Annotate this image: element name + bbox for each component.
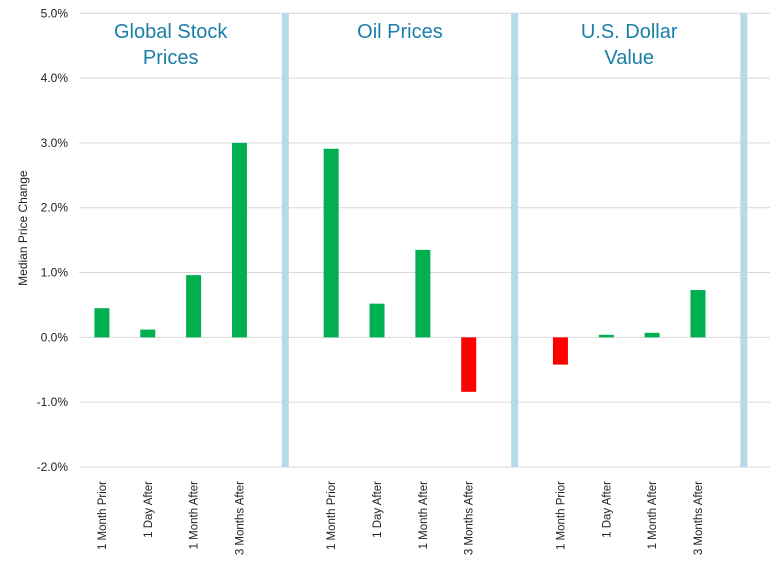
bar: [461, 337, 477, 392]
bar: [598, 334, 614, 338]
y-tick-label: 0.0%: [41, 330, 69, 344]
x-category-label: 1 Day After: [601, 481, 613, 538]
x-category-label: 1 Day After: [143, 481, 155, 538]
bar: [552, 337, 568, 365]
group-title: Prices: [143, 47, 199, 69]
bar: [94, 308, 110, 338]
bar: [644, 332, 660, 338]
x-category-label: 3 Months After: [464, 481, 476, 555]
group-title: Global Stock: [114, 21, 228, 43]
y-tick-label: 4.0%: [41, 71, 69, 85]
bar: [690, 290, 706, 338]
x-category-label: 1 Month Prior: [555, 481, 567, 550]
y-tick-label: -2.0%: [37, 460, 69, 474]
bar: [140, 329, 156, 338]
x-category-label: 1 Month Prior: [326, 481, 338, 550]
y-tick-label: 2.0%: [41, 201, 69, 215]
x-category-label: 3 Months After: [234, 481, 246, 555]
group-separator: [740, 13, 748, 468]
bar: [323, 148, 339, 338]
bar: [186, 275, 202, 338]
x-category-label: 1 Month Prior: [97, 481, 109, 550]
y-tick-label: 5.0%: [41, 6, 69, 20]
y-tick-label: -1.0%: [37, 395, 69, 409]
group-separator: [511, 13, 519, 468]
x-category-label: 1 Month After: [647, 481, 659, 550]
bar: [231, 142, 247, 338]
y-axis-label: Median Price Change: [16, 170, 30, 286]
y-tick-label: 3.0%: [41, 136, 69, 150]
group-title: Oil Prices: [357, 21, 443, 43]
y-tick-label: 1.0%: [41, 266, 69, 280]
x-category-label: 1 Month After: [189, 481, 201, 550]
x-category-label: 3 Months After: [693, 481, 705, 555]
x-category-label: 1 Month After: [418, 481, 430, 550]
group-separator: [281, 13, 289, 468]
x-category-label: 1 Day After: [372, 481, 384, 538]
group-title: U.S. Dollar: [581, 21, 678, 43]
group-title: Value: [604, 47, 654, 69]
bar: [415, 249, 431, 338]
bar: [369, 303, 385, 338]
